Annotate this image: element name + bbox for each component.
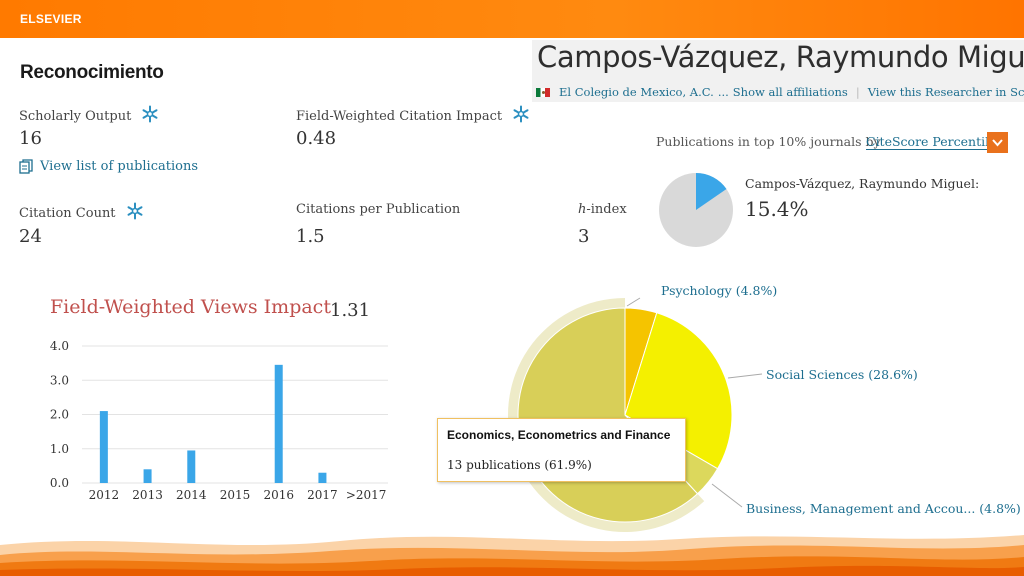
affiliation-ellipsis: ... [717,85,729,99]
h-index-label-rest: -index [586,202,627,217]
scholarly-output-label-text: Scholarly Output [19,109,132,124]
percentile-dropdown-button[interactable] [987,132,1008,153]
fwci-value: 0.48 [296,128,337,149]
fwvi-title: Field-Weighted Views Impact [50,296,331,318]
views-impact-bar-chart: 0.0 1.0 2.0 3.0 4.0 2012 2013 2014 2015 2016 2017 >… [50,339,388,502]
view-publications-text[interactable]: View list of publications [40,159,198,174]
tooltip-text: 13 publications (61.9%) [447,458,592,472]
bar-2017[interactable] [318,472,327,483]
fwci-label-text: Field-Weighted Citation Impact [296,109,503,124]
document-list-icon [19,159,33,174]
top-banner: ELSEVIER [0,0,1024,38]
researcher-name: Campos-Vázquez, Raymundo Miguel [537,40,1024,74]
view-publications-link[interactable]: View list of publications [19,159,198,174]
bar-2014[interactable] [187,450,196,483]
y-tick-label: 3.0 [50,373,69,387]
y-tick-label: 4.0 [50,339,69,353]
scholarly-output-label: Scholarly Output [19,105,159,124]
researcher-header-box [532,40,1024,102]
citation-count-label: Citation Count [19,202,144,221]
h-index-value: 3 [578,226,590,247]
view-in-scopus-link[interactable]: View this Researcher in Scopus [867,85,1024,99]
x-tick-label: >2017 [346,488,387,502]
citation-count-value: 24 [19,226,42,247]
tooltip-title: Economics, Econometrics and Finance [447,428,671,442]
snowflake-icon[interactable] [141,105,159,123]
snowflake-icon[interactable] [512,105,530,123]
y-tick-label: 1.0 [50,442,69,456]
affiliation-link[interactable]: El Colegio de Mexico, A.C. [559,85,714,99]
x-tick-label: 2012 [89,488,120,502]
bar-2016[interactable] [274,364,283,483]
affiliation-separator: | [855,85,860,99]
decorative-footer-wave [0,535,1024,576]
mexico-flag-icon [536,87,550,97]
h-index-label-h: h [578,202,587,217]
h-index-label: h-index [578,202,627,217]
bar-2013[interactable] [143,469,152,483]
chevron-down-icon [992,139,1003,147]
section-title: Reconocimiento [20,62,164,83]
x-tick-label: 2014 [176,488,207,502]
x-tick-label: 2013 [132,488,163,502]
citations-per-publication-label: Citations per Publication [296,202,461,217]
bar-2012[interactable] [99,411,108,483]
scholarly-output-value: 16 [19,128,42,149]
fwci-label: Field-Weighted Citation Impact [296,105,530,124]
citescore-percentile-select[interactable]: CiteScore Percentile [866,134,997,150]
show-all-affiliations-link[interactable]: Show all affiliations [732,85,848,99]
citations-per-publication-value: 1.5 [296,226,325,247]
citation-count-label-text: Citation Count [19,206,116,221]
affiliation-row: El Colegio de Mexico, A.C. ... Show all … [536,85,1024,99]
x-tick-label: 2017 [307,488,338,502]
pie-label-business[interactable]: Business, Management and Accou... (4.8%) [746,501,1021,516]
y-tick-label: 0.0 [50,476,69,490]
top10-pie-chart [659,173,733,247]
top10-percent: 15.4% [745,197,809,221]
subject-area-pie-chart [508,298,733,532]
y-tick-label: 2.0 [50,408,69,422]
pie-label-psychology[interactable]: Psychology (4.8%) [661,283,778,298]
elsevier-logo: ELSEVIER [20,12,82,26]
snowflake-icon[interactable] [126,202,144,220]
top10-researcher-label: Campos-Vázquez, Raymundo Miguel: [745,176,980,191]
pie-tooltip: Economics, Econometrics and Finance 13 p… [437,418,686,482]
fwvi-value: 1.31 [330,300,371,321]
pie-label-social-sciences[interactable]: Social Sciences (28.6%) [766,367,918,382]
x-tick-label: 2016 [263,488,294,502]
x-tick-label: 2015 [220,488,251,502]
top10-pie-highlight[interactable] [696,173,727,210]
top10-label: Publications in top 10% journals by [656,134,881,149]
